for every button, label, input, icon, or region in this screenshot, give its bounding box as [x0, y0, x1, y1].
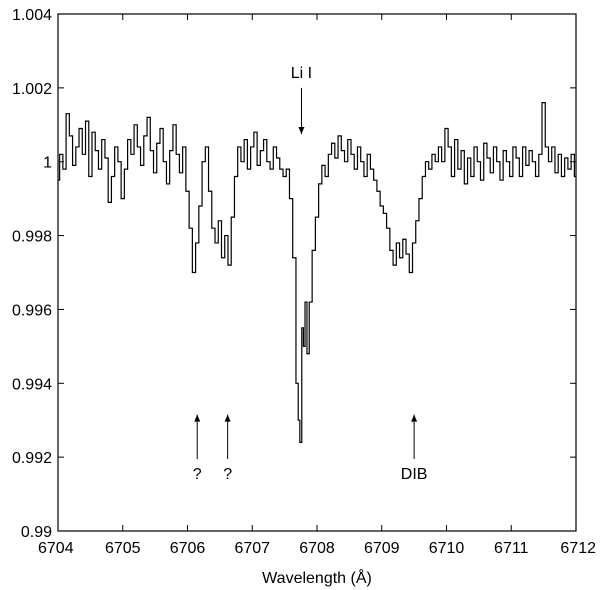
y-tick-label: 1.002	[12, 81, 52, 98]
x-tick-label: 6705	[105, 540, 141, 557]
annotation-li-i: Li I	[291, 65, 312, 135]
y-axis-ticks: 0.99 0.992 0.994 0.996 0.998 1 1.002 1.004	[12, 7, 576, 541]
x-tick-label: 6711	[494, 540, 529, 557]
annotation-label: DIB	[401, 466, 428, 483]
y-tick-label: 1	[43, 155, 52, 172]
x-tick-label: 6709	[364, 540, 400, 557]
x-tick-label: 6704	[38, 540, 74, 557]
x-tick-label: 6712	[560, 540, 596, 557]
y-tick-label: 0.998	[12, 229, 52, 246]
annotation-label: ?	[223, 466, 232, 483]
x-tick-label: 6710	[429, 540, 465, 557]
annotations: Li I?? DIB	[193, 65, 428, 483]
y-tick-label: 0.996	[12, 302, 52, 319]
annotation-arrowhead	[298, 127, 305, 135]
annotation-unknown-1: ?	[193, 414, 202, 483]
x-axis-ticks: 6704 6705 6706 6707 6708 6709 6710 6711 6712	[38, 14, 596, 557]
annotation-arrowhead	[194, 414, 201, 422]
annotation-arrowhead	[411, 414, 418, 422]
y-tick-label: 1.004	[12, 7, 52, 24]
x-tick-label: 6706	[170, 540, 206, 557]
annotation-label: ?	[193, 466, 202, 483]
plot-frame	[57, 13, 577, 532]
annotation-unknown-2: ?	[223, 414, 232, 483]
series-line-spectrum	[58, 102, 576, 443]
y-tick-label: 0.99	[21, 524, 52, 541]
annotation-label: Li I	[291, 65, 312, 82]
x-axis-title: Wavelength (Å)	[262, 568, 372, 587]
x-tick-label: 6707	[234, 540, 270, 557]
annotation-arrowhead	[224, 414, 231, 422]
y-tick-label: 0.994	[12, 376, 52, 393]
x-tick-label: 6708	[299, 540, 335, 557]
y-tick-label: 0.992	[12, 450, 52, 467]
annotation-dib: DIB	[401, 414, 428, 483]
